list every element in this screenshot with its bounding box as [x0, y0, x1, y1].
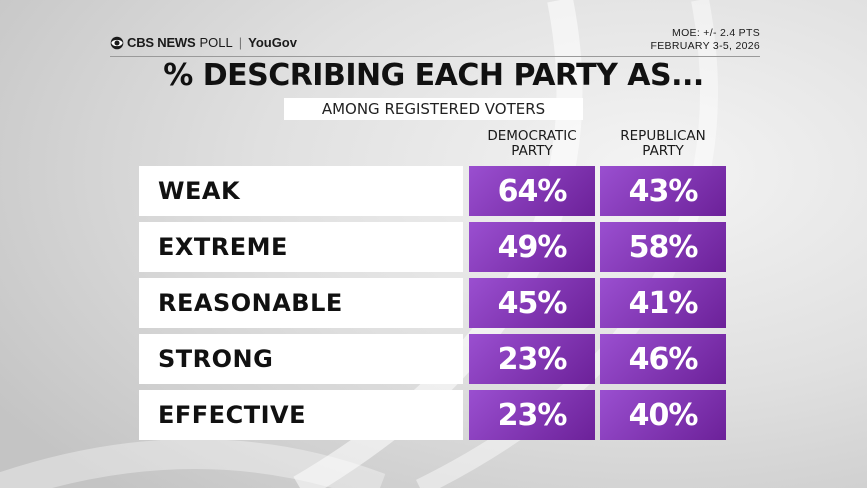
header: CBS NEWS POLL | YouGov MOE: +/- 2.4 PTS …: [110, 27, 760, 55]
democratic-value-cell: 23%: [469, 334, 595, 384]
poll-dates: FEBRUARY 3-5, 2026: [650, 40, 760, 52]
brand-logo: CBS NEWS POLL | YouGov: [110, 35, 297, 50]
row-label: STRONG: [139, 334, 463, 384]
column-header-line: PARTY: [511, 143, 553, 159]
republican-value-cell: 46%: [600, 334, 726, 384]
row-label: REASONABLE: [139, 278, 463, 328]
democratic-value-cell: 64%: [469, 166, 595, 216]
column-header-democratic: DEMOCRATIC PARTY: [469, 129, 595, 159]
brand-poll: POLL: [199, 35, 233, 50]
republican-value-cell: 43%: [600, 166, 726, 216]
republican-value-cell: 58%: [600, 222, 726, 272]
row-label: WEAK: [139, 166, 463, 216]
brand-divider: |: [238, 35, 243, 50]
row-label: EFFECTIVE: [139, 390, 463, 440]
chart-subtitle: AMONG REGISTERED VOTERS: [284, 98, 583, 120]
poll-meta: MOE: +/- 2.4 PTS FEBRUARY 3-5, 2026: [651, 27, 760, 53]
column-header-republican: REPUBLICAN PARTY: [600, 129, 726, 159]
header-rule: [110, 56, 760, 57]
column-header-line: PARTY: [642, 143, 684, 159]
column-header-line: DEMOCRATIC: [487, 128, 577, 144]
democratic-value-cell: 23%: [469, 390, 595, 440]
brand-yougov: YouGov: [248, 35, 297, 50]
republican-value-cell: 40%: [600, 390, 726, 440]
row-label: EXTREME: [139, 222, 463, 272]
democratic-value-cell: 45%: [469, 278, 595, 328]
cbs-eye-icon: [110, 36, 124, 49]
column-header-line: REPUBLICAN: [620, 128, 706, 144]
margin-of-error: MOE: +/- 2.4 PTS: [672, 27, 760, 39]
chart-title: % DESCRIBING EACH PARTY AS...: [163, 58, 704, 93]
democratic-value-cell: 49%: [469, 222, 595, 272]
brand-cbs-news: CBS NEWS: [127, 35, 196, 50]
republican-value-cell: 41%: [600, 278, 726, 328]
